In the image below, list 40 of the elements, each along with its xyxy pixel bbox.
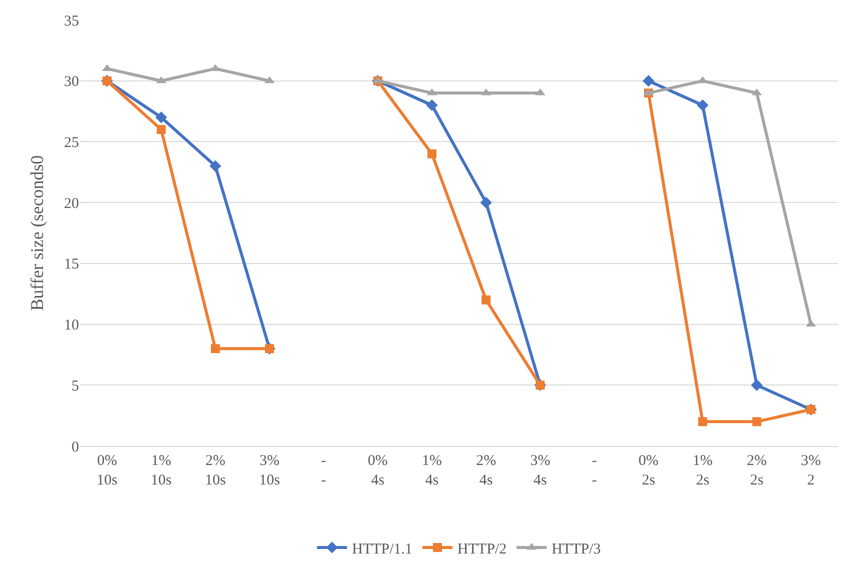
y-tick-label: 30 [64,74,79,90]
point [156,125,166,134]
x-tick-label: 2% 2s [746,453,767,488]
y-tick-label: 10 [64,318,79,334]
point [155,112,168,124]
y-tick-label: 25 [64,134,79,151]
y-axis-title: Buffer size (seconds0 [27,155,48,311]
point [642,75,654,87]
point [156,76,166,84]
x-tick-label: 1% 2s [692,453,713,488]
point [698,417,708,426]
point [210,344,220,354]
x-tick-label: 2% 4s [476,453,496,488]
point [480,196,492,208]
x-tick-label: 0% 4s [368,453,388,488]
y-tick-label: 5 [72,378,79,394]
y-tick-label: 20 [64,196,79,212]
legend-label: HTTP/2 [457,541,507,558]
point [427,149,436,158]
x-tick-label: 0% 10s [96,453,118,488]
point [210,160,222,172]
x-tick-label: 1% 10s [150,453,172,488]
point [482,295,491,304]
point [696,99,708,112]
point [426,99,438,112]
x-tick-label: 3% 10s [259,453,280,488]
x-tick-label: - - [592,453,597,488]
x-tick-label: 2% 10s [204,453,226,488]
x-tick-label: 1% 4s [422,453,442,488]
y-tick-label: 35 [64,13,79,30]
point [750,379,763,391]
legend-label: HTTP/1.1 [352,541,412,558]
y-tick-label: 0 [72,439,79,456]
x-tick-label: 0% 2s [638,453,658,488]
x-tick-label: - - [321,453,326,488]
legend-label: HTTP/3 [552,541,601,558]
y-tick-label: 15 [64,256,79,273]
x-tick-label: 3% 2 [800,453,821,488]
x-tick-label: 3% 4s [530,453,550,488]
point [752,417,762,426]
